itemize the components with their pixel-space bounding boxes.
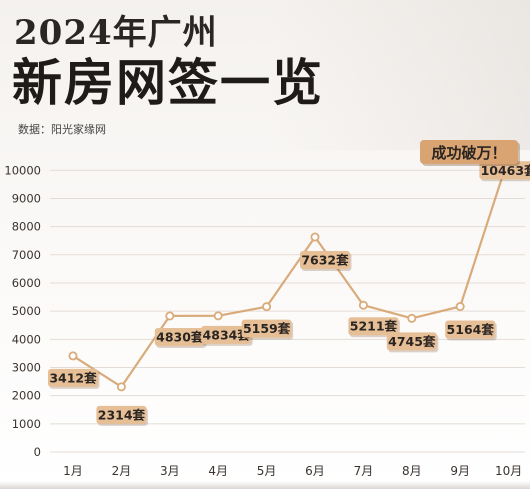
y-tick-label: 1000 — [12, 417, 41, 431]
y-tick-label: 10000 — [4, 163, 41, 177]
data-label: 5211套 — [348, 317, 400, 338]
data-label-box — [201, 325, 252, 344]
data-label-text: 5159套 — [243, 321, 291, 336]
x-tick-label: 8月 — [402, 464, 422, 478]
data-point — [165, 311, 175, 321]
x-tick-label: 3月 — [160, 464, 180, 478]
data-label: 7632套 — [300, 251, 352, 272]
data-label: 5159套 — [241, 319, 294, 340]
x-tick-label: 7月 — [354, 464, 374, 478]
y-tick-label: 4000 — [12, 332, 41, 346]
y-tick-label: 8000 — [12, 220, 41, 234]
data-point — [455, 302, 465, 312]
x-tick-label: 2月 — [112, 464, 132, 478]
grid-lines — [50, 169, 525, 453]
data-label: 4745套 — [386, 332, 439, 353]
x-tick-label: 5月 — [257, 464, 277, 478]
data-label-box — [445, 320, 496, 339]
data-point — [116, 382, 126, 392]
bottom-edge-shade — [0, 481, 530, 489]
data-label-box — [48, 368, 98, 387]
data-label-text: 3412套 — [49, 370, 97, 385]
annotation-text: 成功破万！ — [431, 144, 506, 162]
data-label: 4834套 — [201, 325, 253, 346]
data-point — [358, 300, 368, 310]
x-tick-label: 10月 — [495, 464, 522, 478]
data-label: 3412套 — [48, 368, 100, 389]
data-label-text: 4834套 — [203, 327, 251, 342]
data-label: 2314套 — [96, 405, 148, 426]
x-tick-label: 4月 — [208, 464, 228, 478]
y-tick-label: 9000 — [12, 191, 41, 205]
annotation-callout: 成功破万！ — [420, 140, 520, 166]
data-label-text: 4830套 — [156, 329, 204, 344]
data-label-text: 2314套 — [98, 407, 146, 422]
header-background — [270, 0, 530, 150]
data-label-box — [96, 405, 147, 424]
y-tick-label: 2000 — [12, 389, 41, 403]
y-tick-label: 6000 — [12, 276, 41, 290]
data-label-text: 5211套 — [350, 319, 398, 334]
data-source-note: 数据：阳光家缘网 — [18, 123, 106, 136]
x-axis-ticks: 1月 2月 3月 4月 5月 6月 7月 8月 9月 10月 — [63, 464, 522, 478]
x-tick-label: 6月 — [305, 464, 325, 478]
data-points — [68, 152, 514, 392]
data-point — [68, 351, 78, 361]
x-tick-label: 1月 — [63, 464, 83, 478]
data-label: 4830套 — [154, 327, 207, 348]
x-tick-label: 9月 — [450, 464, 470, 478]
data-point — [407, 313, 417, 323]
data-label-box — [386, 332, 437, 351]
data-label-box — [300, 251, 350, 270]
series-line — [71, 156, 510, 388]
y-tick-label: 7000 — [12, 248, 41, 262]
data-label-box — [348, 317, 399, 336]
data-point — [262, 302, 272, 312]
y-tick-label: 3000 — [12, 360, 41, 374]
data-label: 5164套 — [445, 320, 497, 341]
data-label: 10463套 — [479, 161, 530, 182]
data-label-text: 4745套 — [388, 334, 436, 349]
chart-title-year: 2024年广州 — [14, 13, 218, 53]
data-label-text: 5164套 — [447, 322, 495, 337]
data-label-text: 7632套 — [301, 253, 349, 268]
data-point — [310, 232, 320, 242]
annotation-box — [420, 140, 518, 164]
data-point — [213, 311, 223, 321]
data-label-box — [241, 319, 292, 338]
y-axis-ticks: 0 1000 2000 3000 4000 5000 6000 7000 8000 9000 100… — [4, 163, 41, 459]
data-label-box — [154, 327, 205, 346]
y-tick-label: 5000 — [12, 304, 41, 318]
data-label-box — [479, 161, 530, 180]
y-tick-label: 0 — [34, 445, 41, 459]
chart-title-main: 新房网签一览 — [12, 53, 324, 112]
data-label-text: 10463套 — [481, 163, 530, 178]
